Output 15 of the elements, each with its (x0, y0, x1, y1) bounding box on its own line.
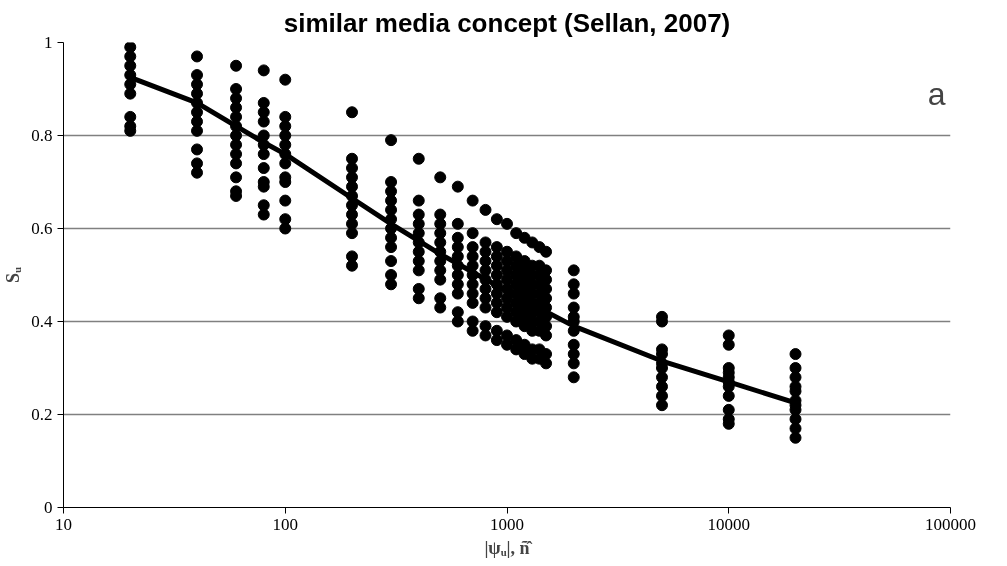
y-tick-label: 0 (44, 498, 53, 517)
y-axis-title: Sᵤ (3, 266, 24, 283)
x-tick-label: 100000 (925, 514, 976, 534)
y-tick-label: 0.4 (31, 312, 53, 331)
y-tick-label: 1 (44, 33, 53, 52)
y-tick-label: 0.2 (31, 405, 53, 424)
y-tick-label: 0.6 (31, 219, 53, 238)
x-tick-label: 10000 (707, 514, 750, 534)
x-tick-label: 10 (55, 514, 72, 534)
x-tick-label: 1000 (490, 514, 524, 534)
y-tick-label: 0.8 (31, 126, 53, 145)
x-axis-title: |ψᵤ|, ñ̂ (484, 537, 533, 558)
annotation: a (927, 76, 946, 113)
x-tick-label: 100 (272, 514, 298, 534)
chart-title: similar media concept (Sellan, 2007) (283, 7, 731, 38)
